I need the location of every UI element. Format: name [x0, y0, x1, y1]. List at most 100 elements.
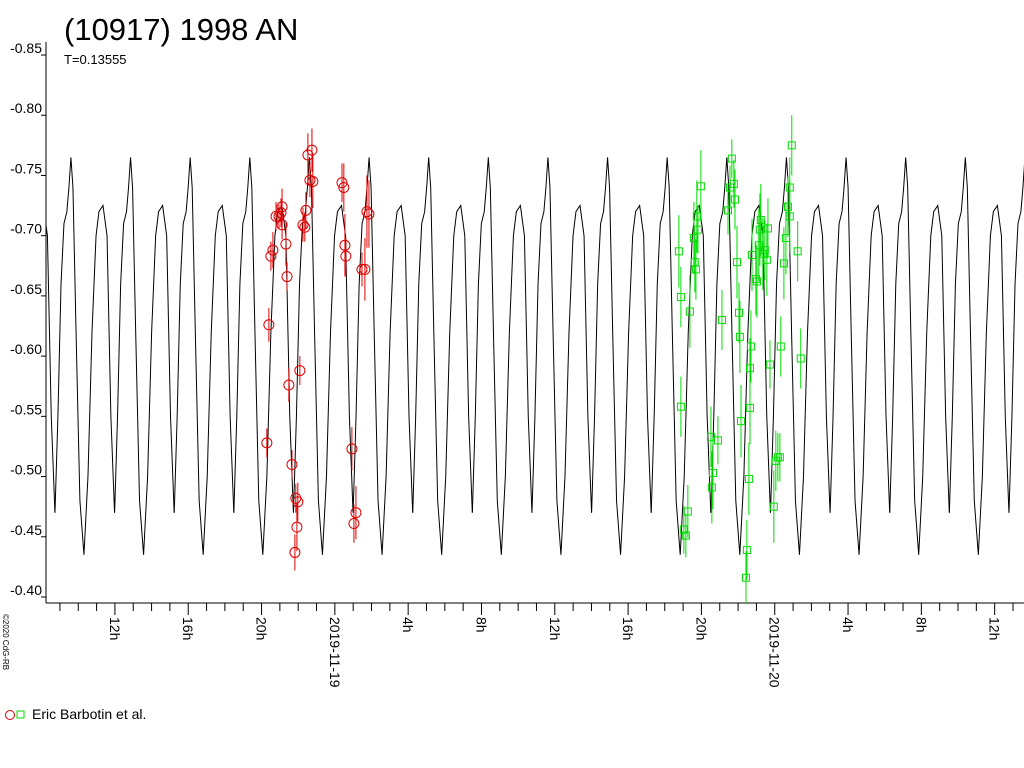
data-point [336, 177, 348, 189]
model-line [412, 157, 473, 555]
data-point [745, 364, 754, 373]
data-point [292, 496, 304, 508]
y-tick-label: -0.40 [10, 582, 42, 598]
data-point [783, 202, 792, 211]
data-point [793, 247, 802, 256]
data-point [348, 518, 360, 530]
model-line [471, 157, 533, 555]
data-point [267, 244, 279, 256]
data-point [751, 275, 760, 284]
data-point [730, 195, 739, 204]
data-point [265, 250, 277, 262]
data-point [741, 573, 750, 582]
data-point [692, 212, 701, 221]
data-point [696, 182, 705, 191]
data-point [756, 216, 765, 225]
data-point [776, 342, 785, 351]
y-tick-label: -0.70 [10, 221, 42, 237]
model-line [352, 157, 414, 555]
data-point [674, 247, 683, 256]
data-point [737, 417, 746, 426]
x-tick-label: 16h [180, 617, 196, 640]
data-point [723, 206, 732, 215]
data-point [681, 531, 690, 540]
legend-label: Eric Barbotin et al. [32, 706, 146, 722]
x-tick-label: 8h [473, 617, 489, 633]
data-point [796, 354, 805, 363]
data-point [717, 315, 726, 324]
x-tick-label: 2019-11-19 [327, 617, 343, 688]
data-point [340, 250, 352, 262]
data-point [263, 319, 275, 331]
data-point [676, 293, 685, 302]
data-point [765, 360, 774, 369]
x-tick-label: 4h [400, 617, 416, 633]
y-tick-label: -0.45 [10, 522, 42, 538]
data-point [785, 212, 794, 221]
data-point [787, 141, 796, 150]
y-tick-label: -0.75 [10, 160, 42, 176]
x-tick-label: 12h [547, 617, 563, 640]
data-point [283, 379, 295, 391]
y-tick-label: -0.85 [10, 40, 42, 56]
data-point [742, 546, 751, 555]
x-tick-label: 12h [107, 617, 123, 640]
data-point [361, 206, 373, 218]
data-point [289, 546, 301, 558]
y-tick-label: -0.50 [10, 462, 42, 478]
data-point [350, 507, 362, 519]
data-point [346, 443, 358, 455]
data-point [746, 342, 755, 351]
data-point [744, 474, 753, 483]
data-point [338, 181, 350, 193]
data-point [356, 263, 368, 275]
model-line [710, 157, 771, 555]
data-point [752, 277, 761, 286]
data-point [294, 365, 306, 377]
y-tick-label: -0.55 [10, 401, 42, 417]
data-point [729, 179, 738, 188]
data-point [679, 525, 688, 534]
data-point [299, 221, 311, 233]
data-point [683, 507, 692, 516]
x-tick-label: 20h [693, 617, 709, 640]
x-tick-label: 20h [254, 617, 270, 640]
data-point [745, 403, 754, 412]
data-point [339, 239, 351, 251]
data-point [280, 238, 292, 250]
model-line [531, 157, 593, 555]
data-point [763, 224, 772, 233]
data-point [775, 453, 784, 462]
data-point [359, 263, 371, 275]
data-point [707, 483, 716, 492]
x-tick-label: 4h [840, 617, 856, 633]
data-point [306, 144, 318, 156]
legend-marker [16, 710, 25, 719]
data-point [713, 436, 722, 445]
data-point [689, 234, 698, 243]
model-line [948, 157, 1010, 555]
data-point [779, 259, 788, 268]
y-tick-label: -0.65 [10, 281, 42, 297]
x-tick-label: 12h [987, 617, 1003, 640]
data-point [261, 437, 273, 449]
model-line [889, 157, 950, 555]
data-point [297, 219, 309, 231]
copyright: ©2020 CdG-RB [1, 614, 10, 670]
chart-title: (10917) 1998 AN [64, 12, 298, 47]
data-point [286, 459, 298, 471]
data-point [685, 307, 694, 316]
x-tick-label: 2019-11-20 [767, 617, 783, 688]
model-line [114, 157, 175, 555]
data-point [276, 219, 288, 231]
model-line [292, 157, 354, 555]
model-line [173, 157, 235, 555]
legend-marker [5, 710, 15, 720]
model-line [591, 157, 652, 555]
data-point [754, 241, 763, 250]
y-tick-label: -0.60 [10, 341, 42, 357]
observations [261, 115, 805, 605]
data-point [363, 208, 375, 220]
